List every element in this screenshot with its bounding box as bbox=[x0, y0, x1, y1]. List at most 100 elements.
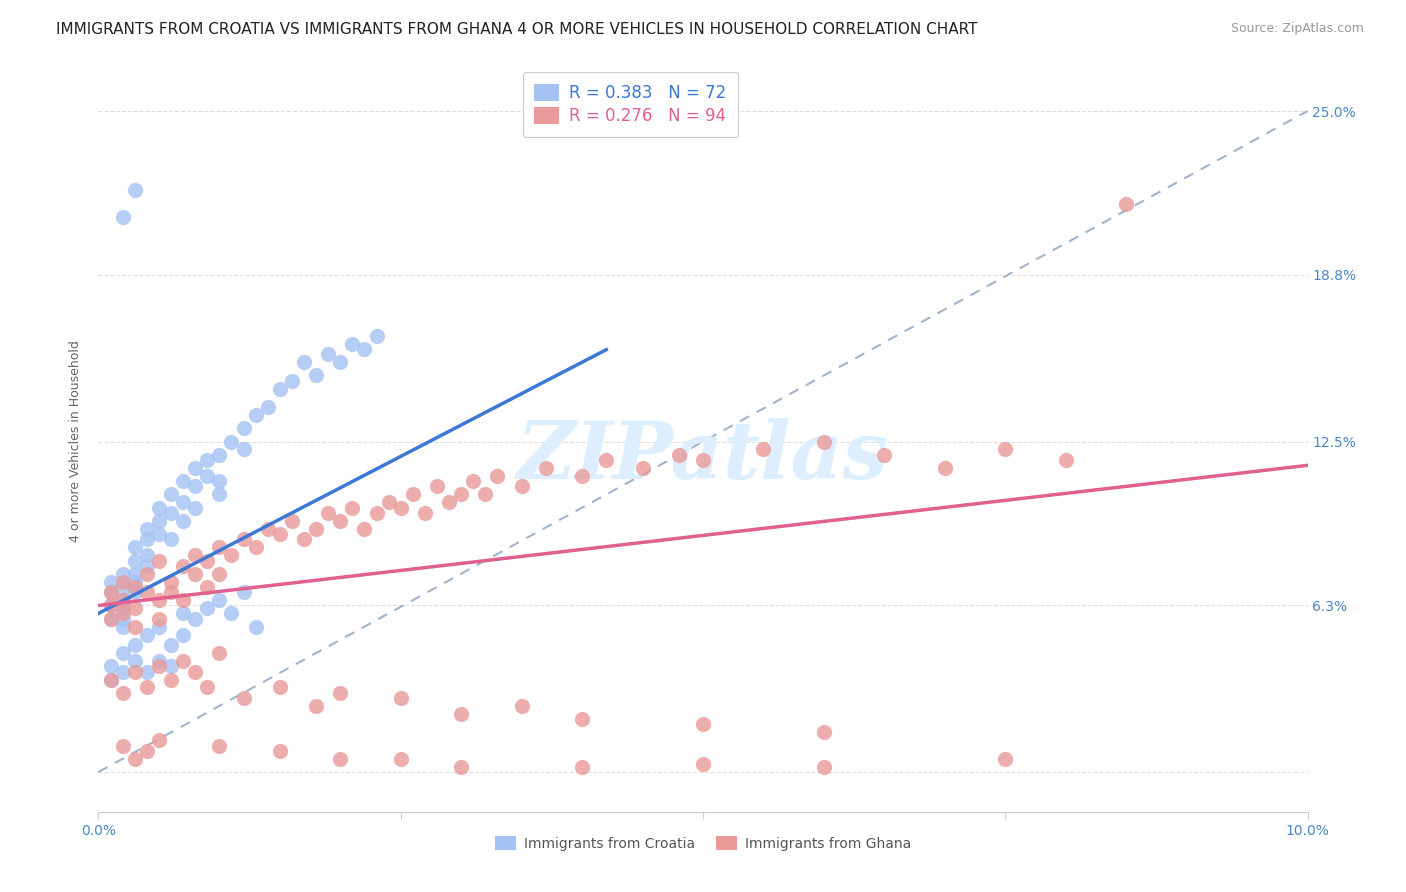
Point bbox=[389, 691, 412, 706]
Point bbox=[450, 760, 472, 774]
Point bbox=[329, 686, 352, 700]
Point bbox=[269, 527, 291, 541]
Point bbox=[160, 638, 183, 652]
Point bbox=[571, 712, 593, 726]
Point bbox=[100, 673, 122, 687]
Point bbox=[100, 585, 122, 599]
Point bbox=[172, 514, 194, 528]
Point bbox=[269, 382, 291, 396]
Point bbox=[1054, 453, 1077, 467]
Point bbox=[148, 620, 170, 634]
Point bbox=[111, 580, 134, 594]
Point bbox=[111, 612, 134, 626]
Point bbox=[172, 593, 194, 607]
Point bbox=[195, 681, 218, 695]
Text: Source: ZipAtlas.com: Source: ZipAtlas.com bbox=[1230, 22, 1364, 36]
Point bbox=[813, 760, 835, 774]
Point bbox=[342, 500, 364, 515]
Point bbox=[463, 474, 485, 488]
Point bbox=[329, 514, 352, 528]
Point bbox=[148, 593, 170, 607]
Point bbox=[100, 659, 122, 673]
Point bbox=[692, 757, 714, 772]
Text: ZIPatlas: ZIPatlas bbox=[517, 417, 889, 495]
Point bbox=[135, 533, 157, 547]
Point bbox=[232, 421, 254, 435]
Point bbox=[571, 469, 593, 483]
Point bbox=[172, 495, 194, 509]
Point bbox=[160, 487, 183, 501]
Point bbox=[534, 461, 557, 475]
Point bbox=[111, 739, 134, 753]
Point bbox=[245, 408, 267, 422]
Point bbox=[124, 566, 146, 581]
Point bbox=[148, 659, 170, 673]
Point bbox=[184, 566, 207, 581]
Point bbox=[208, 646, 231, 660]
Point bbox=[292, 355, 315, 369]
Point bbox=[994, 752, 1017, 766]
Point bbox=[124, 553, 146, 567]
Point bbox=[595, 453, 617, 467]
Point bbox=[124, 601, 146, 615]
Point bbox=[450, 487, 472, 501]
Point bbox=[111, 574, 134, 589]
Point bbox=[135, 522, 157, 536]
Point bbox=[232, 442, 254, 457]
Point bbox=[571, 760, 593, 774]
Point bbox=[148, 500, 170, 515]
Point bbox=[329, 355, 352, 369]
Point bbox=[124, 752, 146, 766]
Point bbox=[124, 580, 146, 594]
Point bbox=[135, 558, 157, 573]
Point bbox=[124, 574, 146, 589]
Point bbox=[1115, 196, 1137, 211]
Point bbox=[389, 752, 412, 766]
Point bbox=[124, 620, 146, 634]
Point bbox=[148, 612, 170, 626]
Y-axis label: 4 or more Vehicles in Household: 4 or more Vehicles in Household bbox=[69, 341, 83, 542]
Point bbox=[100, 599, 122, 613]
Point bbox=[631, 461, 654, 475]
Point bbox=[256, 522, 278, 536]
Point bbox=[668, 448, 690, 462]
Point bbox=[111, 686, 134, 700]
Point bbox=[752, 442, 775, 457]
Point bbox=[208, 593, 231, 607]
Point bbox=[135, 744, 157, 758]
Point bbox=[172, 558, 194, 573]
Point bbox=[994, 442, 1017, 457]
Point bbox=[160, 659, 183, 673]
Point bbox=[111, 210, 134, 224]
Point bbox=[813, 725, 835, 739]
Point bbox=[208, 487, 231, 501]
Point bbox=[873, 448, 896, 462]
Point bbox=[100, 599, 122, 613]
Point bbox=[160, 506, 183, 520]
Point bbox=[124, 654, 146, 668]
Point bbox=[184, 612, 207, 626]
Point bbox=[100, 673, 122, 687]
Point bbox=[111, 593, 134, 607]
Point bbox=[316, 506, 339, 520]
Point bbox=[135, 585, 157, 599]
Point bbox=[148, 553, 170, 567]
Point bbox=[208, 474, 231, 488]
Point bbox=[135, 566, 157, 581]
Point bbox=[184, 461, 207, 475]
Point bbox=[316, 347, 339, 361]
Point bbox=[184, 500, 207, 515]
Point bbox=[172, 654, 194, 668]
Point bbox=[256, 400, 278, 414]
Point bbox=[124, 665, 146, 679]
Point bbox=[184, 479, 207, 493]
Point bbox=[281, 514, 304, 528]
Point bbox=[160, 574, 183, 589]
Point bbox=[208, 739, 231, 753]
Point bbox=[269, 681, 291, 695]
Point bbox=[111, 593, 134, 607]
Legend: Immigrants from Croatia, Immigrants from Ghana: Immigrants from Croatia, Immigrants from… bbox=[489, 830, 917, 856]
Point bbox=[195, 553, 218, 567]
Point bbox=[474, 487, 496, 501]
Point bbox=[172, 627, 194, 641]
